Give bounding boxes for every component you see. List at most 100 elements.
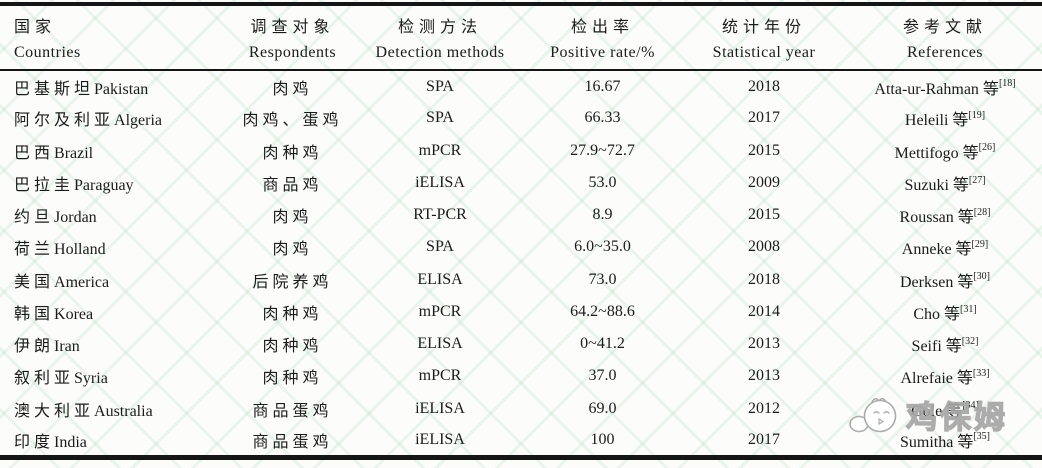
table-row: 巴基斯坦Pakistan 肉鸡 SPA 16.67 2018 Atta-ur-R… — [0, 70, 1042, 102]
header-cn: 参考文献 — [902, 19, 987, 36]
cell-country: 印度India — [0, 425, 230, 457]
cell-rate: 16.67 — [584, 77, 621, 95]
cell-respondent: 后院养鸡 — [230, 264, 355, 296]
cell-reference: Anneke 等[29] — [848, 231, 1042, 263]
reference-superscript: [29] — [971, 239, 989, 251]
cell-rate: 8.9 — [592, 206, 613, 224]
table-row: 阿尔及利亚Algeria 肉鸡、蛋鸡 SPA 66.33 2017 Heleil… — [0, 102, 1042, 134]
cell-year: 2017 — [748, 430, 780, 448]
table-row: 澳大利亚Australia 商品蛋鸡 iELISA 69.0 2012 Gole… — [0, 393, 1042, 425]
reference-name: Seifi 等 — [911, 338, 962, 356]
cell-rate: 73.0 — [588, 270, 617, 288]
reference-name: Suzuki 等 — [904, 176, 969, 194]
table-row: 美国America 后院养鸡 ELISA 73.0 2018 Derksen 等… — [0, 264, 1042, 296]
cell-country: 阿尔及利亚Algeria — [0, 102, 230, 134]
cell-rate: 100 — [590, 430, 615, 448]
table-body: 巴基斯坦Pakistan 肉鸡 SPA 16.67 2018 Atta-ur-R… — [0, 70, 1042, 457]
cell-respondent: 肉鸡 — [230, 231, 355, 263]
cell-reference: Heleili 等[19] — [848, 102, 1042, 134]
country-cn: 伊朗 — [14, 338, 55, 356]
reference-superscript: [19] — [968, 110, 986, 122]
cell-country: 叙利亚Syria — [0, 360, 230, 392]
country-en: Jordan — [54, 209, 97, 227]
reference-name: Alrefaie 等 — [900, 370, 973, 388]
column-header-statistical-year: 统计年份 Statistical year — [680, 4, 848, 70]
cell-country: 韩国Korea — [0, 296, 230, 328]
cell-method: SPA — [426, 238, 454, 256]
country-en: India — [54, 433, 87, 451]
table-row: 荷兰Holland 肉鸡 SPA 6.0~35.0 2008 Anneke 等[… — [0, 231, 1042, 263]
cell-respondent: 商品蛋鸡 — [230, 393, 355, 425]
reference-name: Derksen 等 — [900, 273, 974, 291]
cell-respondent: 肉种鸡 — [230, 360, 355, 392]
cell-year: 2018 — [748, 270, 780, 288]
cell-method: mPCR — [418, 367, 462, 385]
cell-year: 2014 — [748, 302, 780, 320]
respondent-text: 肉鸡 — [272, 80, 313, 98]
reference-name: Mettifogo 等 — [894, 144, 979, 162]
cell-reference: Derksen 等[30] — [848, 264, 1042, 296]
cell-country: 巴拉圭Paraguay — [0, 167, 230, 199]
column-header-countries: 国家 Countries — [0, 4, 230, 70]
respondent-text: 肉种鸡 — [262, 305, 323, 323]
reference-name: Cho 等 — [913, 305, 960, 323]
cell-method: iELISA — [415, 173, 465, 191]
respondent-text: 肉鸡 — [272, 209, 313, 227]
cell-reference: Seifi 等[32] — [848, 328, 1042, 360]
country-cn: 澳大利亚 — [14, 402, 95, 420]
respondent-text: 商品蛋鸡 — [252, 433, 333, 451]
cell-reference: Sumitha 等[35] — [848, 425, 1042, 457]
cell-year: 2018 — [748, 77, 780, 95]
cell-country: 巴西Brazil — [0, 135, 230, 167]
reference-superscript: [27] — [968, 174, 986, 186]
table-row: 伊朗Iran 肉种鸡 ELISA 0~41.2 2013 Seifi 等[32] — [0, 328, 1042, 360]
header-en: Countries — [14, 44, 81, 61]
cell-respondent: 肉种鸡 — [230, 135, 355, 167]
header-en: References — [906, 44, 984, 61]
cell-rate: 66.33 — [584, 109, 621, 127]
cell-year: 2013 — [748, 335, 780, 353]
respondent-text: 肉鸡、蛋鸡 — [242, 112, 343, 130]
cell-year: 2017 — [748, 109, 780, 127]
country-cn: 韩国 — [14, 305, 55, 323]
cell-method: mPCR — [418, 141, 462, 159]
cell-method: SPA — [426, 77, 454, 95]
country-en: Holland — [54, 241, 106, 259]
cell-year: 2015 — [748, 206, 780, 224]
reference-superscript: [32] — [961, 335, 979, 347]
header-en: Respondents — [248, 44, 337, 61]
cell-reference: Alrefaie 等[33] — [848, 360, 1042, 392]
header-cn: 调查对象 — [250, 19, 335, 36]
cell-rate: 64.2~88.6 — [570, 302, 635, 320]
cell-year: 2008 — [748, 238, 780, 256]
header-en: Detection methods — [375, 44, 505, 61]
cell-rate: 27.9~72.7 — [570, 141, 635, 159]
country-en: Korea — [54, 305, 94, 323]
reference-superscript: [30] — [973, 271, 990, 283]
cell-rate: 37.0 — [588, 367, 617, 385]
cell-reference: Gole 等[34] — [848, 393, 1042, 425]
reference-superscript: [28] — [973, 206, 991, 218]
cell-country: 美国America — [0, 264, 230, 296]
cell-respondent: 肉鸡、蛋鸡 — [230, 102, 355, 134]
country-en: Syria — [74, 370, 108, 388]
column-header-references: 参考文献 References — [848, 4, 1042, 70]
reference-name: Heleili 等 — [904, 112, 969, 130]
cell-reference: Roussan 等[28] — [848, 199, 1042, 231]
header-cn: 国家 — [14, 19, 57, 36]
column-header-respondents: 调查对象 Respondents — [230, 4, 355, 70]
cell-rate: 53.0 — [588, 173, 617, 191]
cell-rate: 6.0~35.0 — [574, 238, 631, 256]
table-row: 巴拉圭Paraguay 商品鸡 iELISA 53.0 2009 Suzuki … — [0, 167, 1042, 199]
table-header: 国家 Countries 调查对象 Respondents 检测方法 Detec… — [0, 4, 1042, 70]
header-cn: 统计年份 — [721, 19, 806, 36]
country-cn: 巴西 — [14, 144, 55, 162]
country-en: Australia — [94, 402, 153, 420]
cell-country: 荷兰Holland — [0, 231, 230, 263]
column-header-positive-rate: 检出率 Positive rate/% — [525, 4, 680, 70]
country-cn: 阿尔及利亚 — [14, 112, 115, 130]
country-en: Pakistan — [94, 80, 149, 98]
header-row: 国家 Countries 调查对象 Respondents 检测方法 Detec… — [0, 4, 1042, 70]
cell-country: 伊朗Iran — [0, 328, 230, 360]
